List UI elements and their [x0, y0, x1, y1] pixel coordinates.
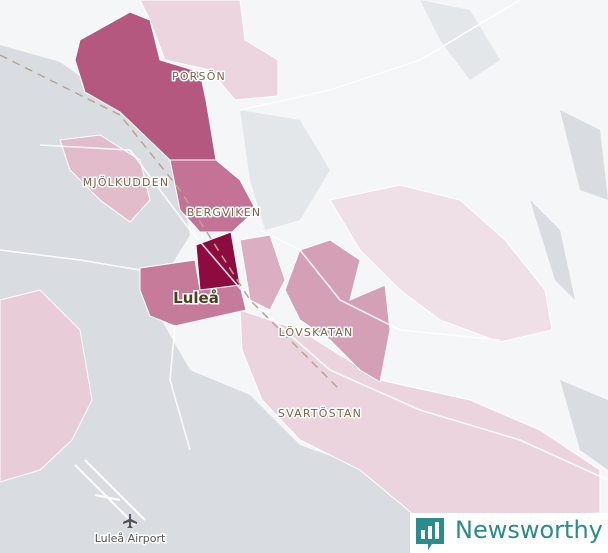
region	[139, 0, 279, 101]
place-label: PORSÖN	[172, 70, 226, 83]
brand-badge: Newsworthy	[410, 513, 608, 553]
brand-icon-bar	[428, 526, 432, 539]
place-label: SVARTÖSTAN	[278, 407, 362, 420]
place-label: MJÖLKUDDEN	[83, 176, 170, 189]
water-area	[420, 0, 500, 80]
choropleth	[0, 0, 601, 521]
roads	[0, 0, 608, 481]
runway	[84, 459, 146, 521]
airport-label: Luleå Airport	[95, 532, 166, 545]
place-label: BERGVIKEN	[187, 206, 262, 219]
water-area	[560, 380, 608, 470]
road	[169, 324, 191, 451]
brand-name: Newsworthy	[455, 516, 603, 544]
region	[169, 159, 257, 233]
road	[0, 249, 141, 271]
road	[239, 0, 521, 111]
brand-icon-bar	[421, 530, 425, 539]
region	[239, 234, 286, 311]
airport-icon	[123, 514, 137, 528]
region	[284, 239, 391, 383]
airport-runways	[74, 459, 146, 526]
region	[329, 184, 553, 343]
brand-icon-bar	[435, 522, 439, 539]
road	[259, 229, 501, 341]
region	[0, 289, 93, 483]
railway	[0, 54, 341, 391]
region	[59, 134, 151, 223]
place-label: LÖVSKATAN	[279, 326, 354, 339]
road	[39, 144, 608, 481]
water-area	[530, 200, 575, 300]
city-label: Luleå	[173, 289, 219, 307]
runway	[74, 464, 136, 526]
water-area	[560, 110, 608, 200]
water-area	[240, 110, 330, 230]
region	[139, 259, 247, 327]
runway	[94, 494, 121, 501]
